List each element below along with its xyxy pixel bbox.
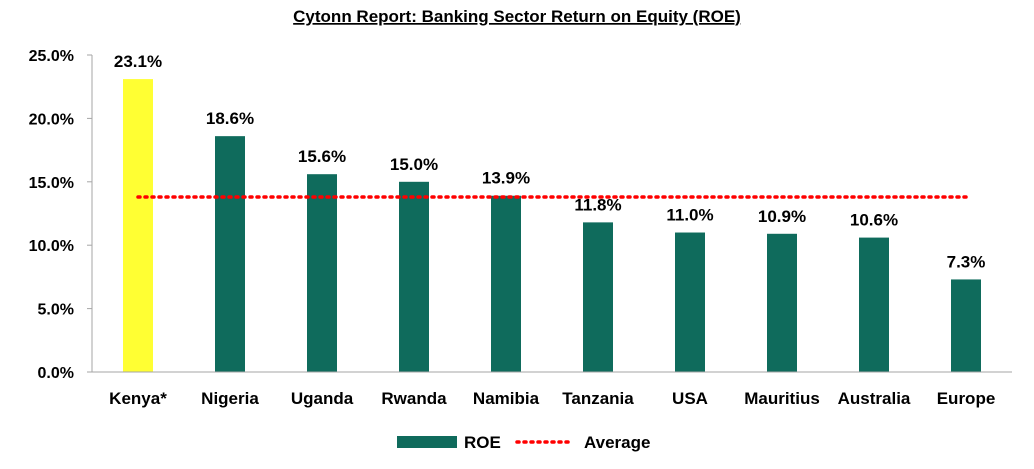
bar-7 [767, 233, 797, 372]
category-label: Tanzania [562, 389, 634, 408]
data-label: 11.8% [574, 195, 621, 214]
category-label: Kenya* [109, 389, 167, 408]
bar-2 [307, 174, 337, 372]
legend-label-roe: ROE [464, 433, 501, 452]
data-label: 11.0% [666, 206, 713, 225]
bar-4 [491, 195, 521, 372]
category-label: Namibia [473, 389, 540, 408]
legend-label-average: Average [584, 433, 650, 452]
plot-area: 0.0% 5.0% 10.0% 15.0% 20.0% 25.0% 23.1% Kenya* 1… [29, 48, 1012, 408]
category-label: Rwanda [381, 389, 447, 408]
category-label: Australia [838, 389, 911, 408]
data-label: 10.9% [758, 207, 806, 226]
data-label: 10.6% [850, 211, 898, 230]
chart-title: Cytonn Report: Banking Sector Return on … [293, 7, 741, 26]
data-label: 15.6% [298, 147, 346, 166]
bar-6 [675, 232, 705, 372]
category-label: Uganda [291, 389, 354, 408]
bar-9 [951, 279, 981, 372]
data-label: 23.1% [114, 52, 162, 71]
category-label: Mauritius [744, 389, 820, 408]
data-label: 18.6% [206, 109, 254, 128]
data-label: 15.0% [390, 155, 438, 174]
bar-8 [859, 237, 889, 372]
category-label: USA [672, 389, 708, 408]
y-tick-label: 0.0% [38, 365, 74, 382]
bar-0 [123, 79, 153, 372]
bar-3 [399, 181, 429, 372]
data-label: 7.3% [947, 252, 986, 271]
data-label: 13.9% [482, 169, 530, 188]
legend-swatch-roe [397, 436, 457, 448]
y-tick-label: 5.0% [38, 302, 74, 319]
y-tick-label: 15.0% [29, 175, 74, 192]
y-tick-label: 10.0% [29, 238, 74, 255]
y-tick-label: 25.0% [29, 48, 74, 65]
y-tick-label: 20.0% [29, 111, 74, 128]
category-label: Nigeria [201, 389, 259, 408]
category-label: Europe [937, 389, 996, 408]
bar-5 [583, 222, 613, 372]
bar-1 [215, 136, 245, 372]
legend: ROE Average [397, 433, 650, 452]
